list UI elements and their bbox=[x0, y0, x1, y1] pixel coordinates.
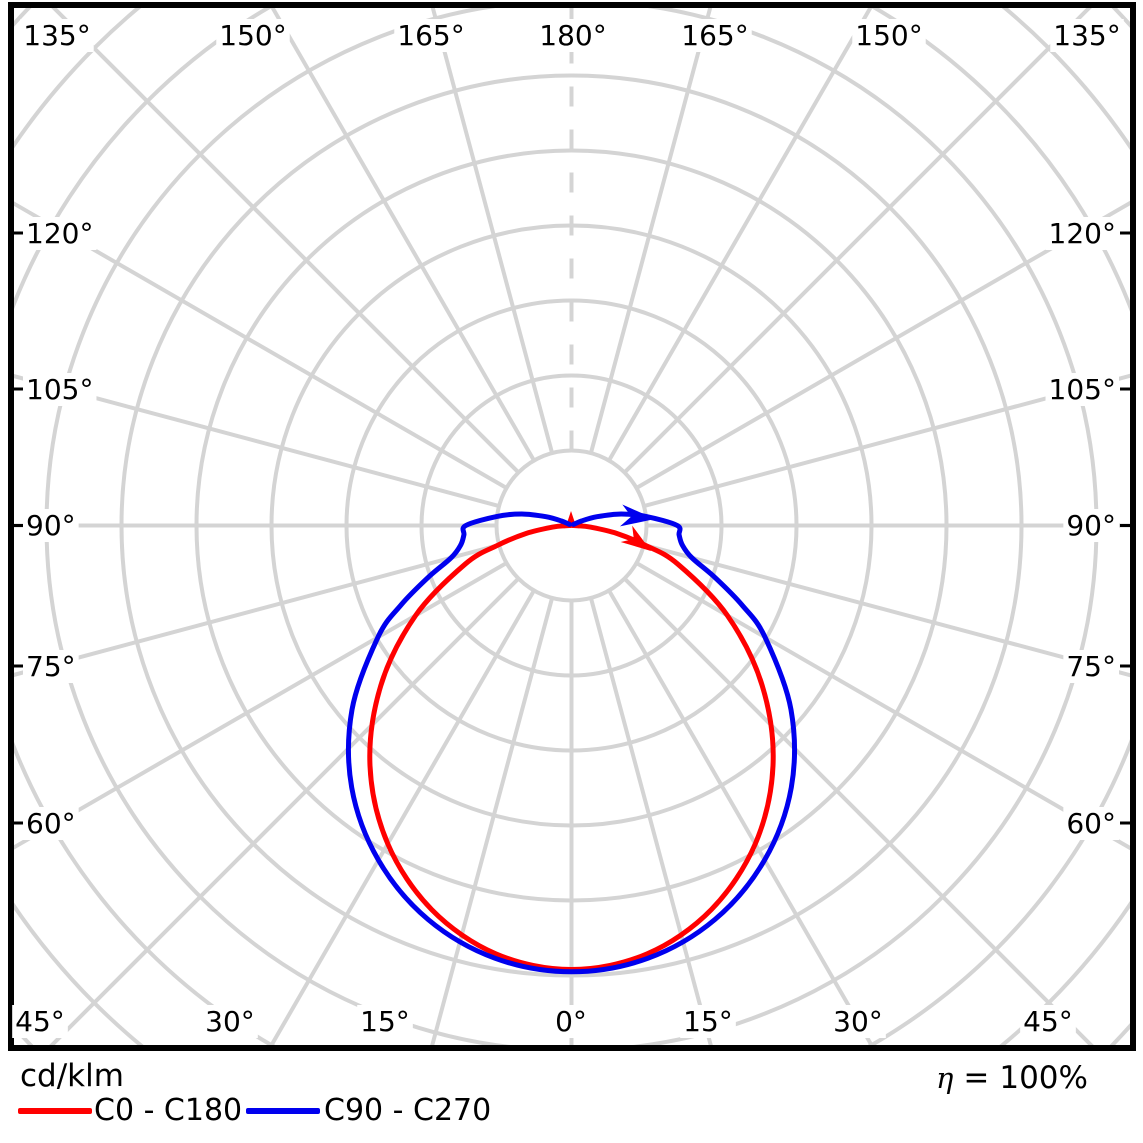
grid-spoke bbox=[607, 589, 874, 1045]
blue-curve-arrow bbox=[620, 504, 655, 527]
angle-label: 30° bbox=[205, 1005, 255, 1038]
angle-label-bg bbox=[1045, 373, 1119, 406]
angle-label-bg bbox=[23, 807, 79, 840]
angle-label: 45° bbox=[1023, 1005, 1073, 1038]
angle-label: 75° bbox=[26, 650, 76, 683]
grid-spoke bbox=[607, 8, 873, 462]
angle-label: 105° bbox=[1049, 373, 1116, 406]
grid-spoke bbox=[14, 374, 500, 509]
angle-label-bg bbox=[1020, 1005, 1076, 1038]
angle-label-bg bbox=[1050, 19, 1124, 52]
angle-label: 105° bbox=[26, 373, 93, 406]
legend-label-c0-c180: C0 - C180 bbox=[94, 1093, 243, 1128]
angle-label: 60° bbox=[26, 807, 76, 840]
eta-separator: = bbox=[963, 1060, 990, 1096]
angle-label: 15° bbox=[360, 1005, 410, 1038]
legend-label-c90-c270: C90 - C270 bbox=[324, 1093, 492, 1128]
angle-label: 135° bbox=[1053, 19, 1120, 52]
grid-spoke bbox=[430, 8, 555, 454]
angle-label: 180° bbox=[539, 19, 606, 52]
angle-label-bg bbox=[536, 19, 610, 52]
angle-label-bg bbox=[852, 19, 926, 52]
angle-label: 165° bbox=[681, 19, 748, 52]
angle-label-bg bbox=[830, 1005, 886, 1038]
grid-spoke bbox=[14, 201, 508, 490]
legend-swatch-c0-c180 bbox=[18, 1108, 92, 1114]
angle-label-bg bbox=[1045, 217, 1119, 250]
grid-spoke bbox=[14, 542, 500, 677]
grid-spoke bbox=[49, 577, 520, 1045]
angle-label: 150° bbox=[855, 19, 922, 52]
angle-label-bg bbox=[23, 373, 97, 406]
grid-spoke bbox=[635, 561, 1130, 851]
grid-spoke bbox=[643, 373, 1130, 509]
curves bbox=[346, 504, 797, 975]
angle-label-bg bbox=[12, 1005, 68, 1038]
grid-spoke bbox=[270, 8, 536, 462]
angle-label-bg bbox=[20, 19, 94, 52]
angle-label-bg bbox=[680, 1005, 736, 1038]
angle-label: 0° bbox=[555, 1005, 587, 1038]
angle-label-bg bbox=[216, 19, 290, 52]
angle-labels: 0° 15° 15° 30° 30° 45° 45° 60° 60° 75° 75° 90° 90° 10… bbox=[12, 19, 1124, 1038]
angle-label-bg bbox=[1063, 509, 1119, 542]
grid-spoke bbox=[14, 561, 508, 850]
angle-label-bg bbox=[202, 1005, 258, 1038]
angle-label-bg bbox=[23, 509, 79, 542]
angle-label-bg bbox=[394, 19, 468, 52]
radial-unit-label: cd/klm bbox=[20, 1058, 124, 1094]
eta-percentage: 100% bbox=[999, 1060, 1088, 1096]
angle-label: 45° bbox=[15, 1005, 65, 1038]
angle-label: 90° bbox=[26, 509, 76, 542]
angle-label: 15° bbox=[683, 1005, 733, 1038]
efficiency-value: η = 100% bbox=[936, 1060, 1088, 1096]
grid-spoke bbox=[269, 589, 536, 1045]
red-curve-arrow bbox=[620, 525, 651, 551]
angle-label: 150° bbox=[219, 19, 286, 52]
angle-label: 60° bbox=[1066, 807, 1116, 840]
angle-label: 90° bbox=[1066, 509, 1116, 542]
angle-label-bg bbox=[552, 1005, 590, 1038]
angle-label: 165° bbox=[397, 19, 464, 52]
grid-spoke bbox=[635, 200, 1130, 490]
angle-label: 120° bbox=[26, 217, 93, 250]
grid-spoke bbox=[588, 8, 713, 454]
angle-label: 30° bbox=[833, 1005, 883, 1038]
angle-label-bg bbox=[1063, 807, 1119, 840]
angle-label-bg bbox=[1063, 650, 1119, 683]
angle-label-bg bbox=[23, 217, 97, 250]
angle-label: 120° bbox=[1049, 217, 1116, 250]
angle-label: 135° bbox=[23, 19, 90, 52]
curve-c90-c270 bbox=[346, 511, 797, 975]
angle-label-bg bbox=[357, 1005, 413, 1038]
legend-swatch-c90-c270 bbox=[246, 1108, 320, 1114]
angle-label: 75° bbox=[1066, 650, 1116, 683]
angle-label-bg bbox=[23, 650, 79, 683]
grid-spoke bbox=[588, 597, 713, 1045]
angle-label-bg bbox=[678, 19, 752, 52]
eta-symbol: η bbox=[936, 1061, 954, 1095]
grid-spoke bbox=[430, 597, 555, 1045]
grid-spoke bbox=[643, 542, 1130, 678]
